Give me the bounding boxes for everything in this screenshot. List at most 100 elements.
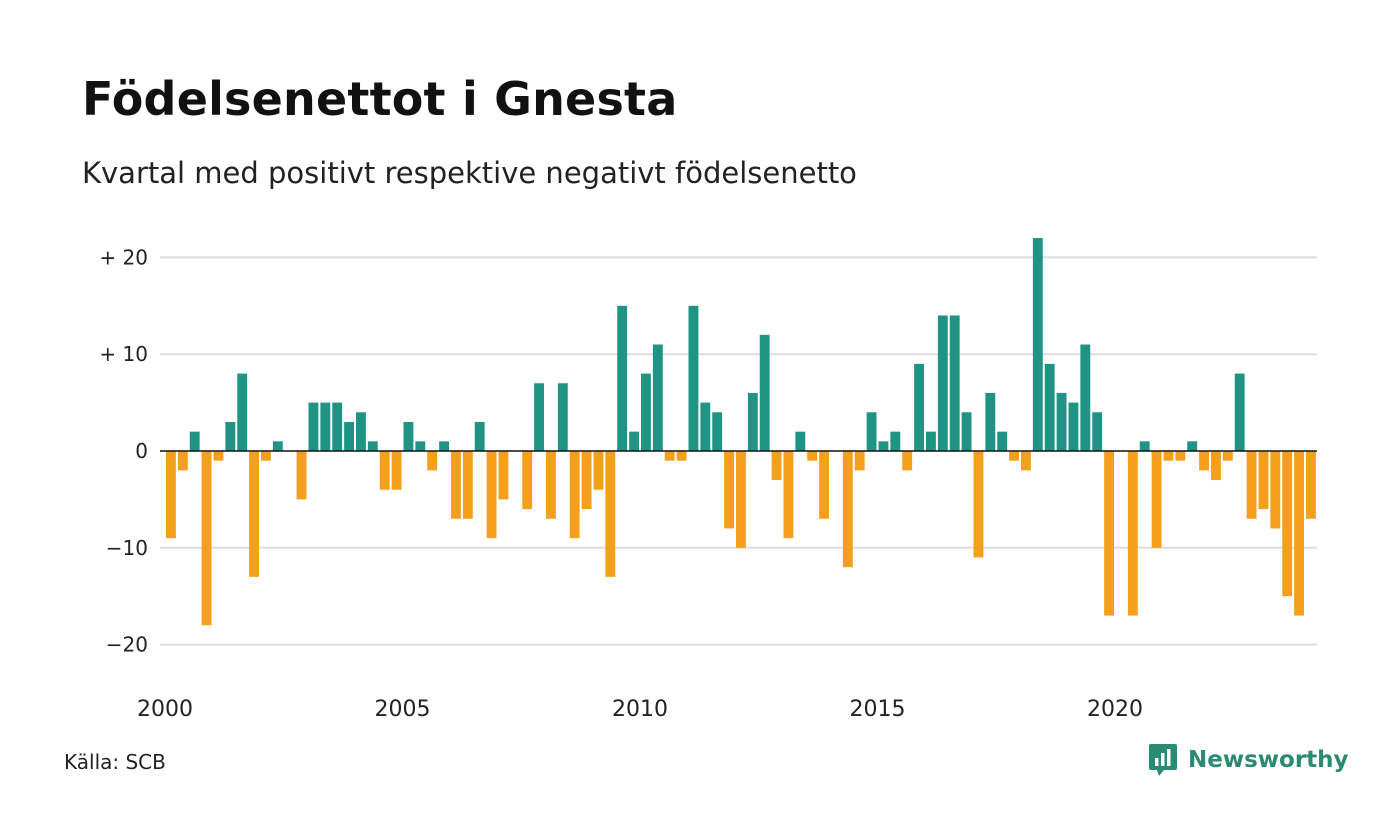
bar: [498, 451, 509, 500]
bar: [415, 441, 426, 451]
bar: [427, 451, 438, 471]
bar: [213, 451, 224, 461]
y-tick-label: 0: [135, 439, 148, 463]
bar: [320, 402, 331, 451]
y-tick-label: −10: [106, 536, 148, 560]
bar: [807, 451, 818, 461]
bar: [308, 402, 319, 451]
bar: [973, 451, 984, 558]
bar: [1032, 238, 1043, 451]
bar: [462, 451, 473, 519]
bar: [1294, 451, 1305, 616]
bar: [1199, 451, 1210, 471]
bar: [439, 441, 450, 451]
bar: [866, 412, 877, 451]
bar: [795, 431, 806, 451]
bar: [854, 451, 865, 471]
bar: [593, 451, 604, 490]
y-tick-label: + 20: [99, 245, 148, 269]
bar: [557, 383, 568, 451]
bar: [688, 305, 699, 451]
source-note: Källa: SCB: [64, 750, 166, 774]
bar: [1092, 412, 1103, 451]
bar: [1163, 451, 1174, 461]
bar: [771, 451, 782, 481]
bar: [961, 412, 972, 451]
bar: [842, 451, 853, 568]
bar: [534, 383, 545, 451]
bar: [605, 451, 616, 577]
bar: [166, 451, 176, 539]
bar: [201, 451, 212, 626]
bar: [937, 315, 948, 451]
bar: [486, 451, 497, 539]
bar: [332, 402, 343, 451]
bar: [985, 392, 996, 451]
bar: [177, 451, 188, 471]
bar: [1282, 451, 1293, 597]
bar: [949, 315, 960, 451]
bar: [1068, 402, 1079, 451]
bar: [379, 451, 390, 490]
bar: [1211, 451, 1221, 481]
bars: [160, 238, 1317, 626]
bar: [1175, 451, 1186, 461]
x-tick-label: 2020: [1087, 697, 1143, 722]
bar: [1151, 451, 1162, 548]
bar: [1187, 441, 1198, 451]
x-tick-label: 2015: [850, 697, 906, 722]
bar: [1222, 451, 1233, 461]
x-tick-label: 2010: [612, 697, 668, 722]
bar: [1258, 451, 1269, 510]
bar: [617, 305, 628, 451]
bar: [1246, 451, 1257, 519]
bar: [736, 451, 746, 548]
bar: [296, 451, 307, 500]
bar: [237, 373, 248, 451]
bar: [189, 431, 200, 451]
bar: [1104, 451, 1115, 616]
bar: [451, 451, 461, 519]
bar: [641, 373, 651, 451]
bar: [272, 441, 283, 451]
bar: [1021, 451, 1031, 471]
bar: [914, 363, 925, 451]
bar: [629, 431, 640, 451]
bar: [700, 402, 711, 451]
x-axis-ticks: 2000 2005 2010 2015 2020: [137, 697, 1143, 722]
bar: [367, 441, 378, 451]
bar: [724, 451, 735, 529]
bar: [249, 451, 260, 577]
y-tick-label: −20: [106, 633, 148, 657]
bar: [926, 431, 936, 451]
brand-logo[interactable]: Newsworthy: [1148, 743, 1349, 777]
bar: [819, 451, 830, 519]
bar: [890, 431, 901, 451]
bar: [522, 451, 533, 510]
bar: [1270, 451, 1281, 529]
bar: [747, 392, 758, 451]
y-tick-label: + 10: [99, 342, 148, 366]
y-axis-ticks: + 20 + 10 0 −10 −20: [99, 245, 148, 656]
chart-title: Födelsenettot i Gnesta: [82, 72, 678, 126]
bar: [356, 412, 366, 451]
bar: [1306, 451, 1316, 519]
bar: [1009, 451, 1020, 461]
newsworthy-icon: [1149, 744, 1177, 776]
bar: [1056, 392, 1067, 451]
bar: [664, 451, 675, 461]
bar: [261, 451, 271, 461]
bar: [1139, 441, 1150, 451]
bar: [344, 421, 355, 451]
x-tick-label: 2000: [137, 697, 193, 722]
bar: [997, 431, 1008, 451]
brand-name: Newsworthy: [1188, 747, 1349, 773]
bar: [1080, 344, 1091, 451]
bar: [474, 421, 485, 451]
bar: [1234, 373, 1245, 451]
bar: [391, 451, 402, 490]
bar: [403, 421, 414, 451]
bar: [1044, 363, 1055, 451]
bar: [581, 451, 592, 510]
